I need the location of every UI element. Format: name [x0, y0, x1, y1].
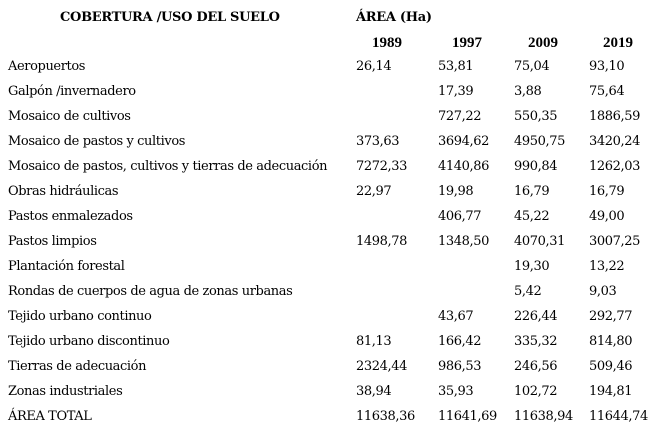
cell-2019: 93,10: [589, 59, 625, 74]
cell-1997: 727,22: [438, 109, 482, 124]
cell-1989: 38,94: [356, 384, 392, 399]
cell-1997: 43,67: [438, 309, 474, 324]
cell-1989: 11638,36: [356, 409, 415, 424]
cell-1989: 26,14: [356, 59, 392, 74]
cell-2009: 4950,75: [514, 134, 565, 149]
cell-1997: 19,98: [438, 184, 474, 199]
row-label: Zonas industriales: [8, 384, 123, 399]
row-label: Pastos enmalezados: [8, 209, 133, 224]
row-label: Mosaico de pastos, cultivos y tierras de…: [8, 159, 328, 174]
cell-2019: 509,46: [589, 359, 633, 374]
cell-2019: 3420,24: [589, 134, 640, 149]
cell-1997: 1348,50: [438, 234, 489, 249]
column-header-category: COBERTURA /USO DEL SUELO: [60, 10, 280, 25]
cell-2009: 3,88: [514, 84, 542, 99]
table-row: Mosaico de pastos y cultivos 373,63 3694,6…: [0, 134, 663, 159]
row-label: Pastos limpios: [8, 234, 97, 249]
cell-1997: 35,93: [438, 384, 474, 399]
row-label: Galpón /invernadero: [8, 84, 136, 99]
cell-1989: 1498,78: [356, 234, 407, 249]
cell-1989: 2324,44: [356, 359, 407, 374]
year-header-2019: 2019: [603, 35, 633, 51]
cell-2019: 194,81: [589, 384, 633, 399]
cell-2009: 11638,94: [514, 409, 573, 424]
cell-2009: 16,79: [514, 184, 550, 199]
cell-2019: 16,79: [589, 184, 625, 199]
row-label: ÁREA TOTAL: [8, 409, 92, 424]
cell-2009: 75,04: [514, 59, 550, 74]
cell-2009: 45,22: [514, 209, 550, 224]
table-row: Tejido urbano discontinuo 81,13 166,42 335,…: [0, 334, 663, 359]
cell-2009: 102,72: [514, 384, 558, 399]
cell-1989: 81,13: [356, 334, 392, 349]
row-label: Tejido urbano continuo: [8, 309, 152, 324]
table-row: Obras hidráulicas 22,97 19,98 16,79 16,79: [0, 184, 663, 209]
table-row: Zonas industriales 38,94 35,93 102,72 194,81: [0, 384, 663, 409]
cell-1997: 406,77: [438, 209, 482, 224]
cell-1989: 22,97: [356, 184, 392, 199]
cell-2019: 1886,59: [589, 109, 640, 124]
cell-2019: 292,77: [589, 309, 633, 324]
table-row: Mosaico de cultivos 727,22 550,35 1886,59: [0, 109, 663, 134]
table-row: Mosaico de pastos, cultivos y tierras de…: [0, 159, 663, 184]
cell-1997: 3694,62: [438, 134, 489, 149]
cell-1997: 4140,86: [438, 159, 489, 174]
cell-2019: 814,80: [589, 334, 633, 349]
table-row: Pastos enmalezados 406,77 45,22 49,00: [0, 209, 663, 234]
row-label: Aeropuertos: [8, 59, 86, 74]
table-row: Tejido urbano continuo 43,67 226,44 292,77: [0, 309, 663, 334]
cell-2009: 246,56: [514, 359, 558, 374]
column-header-area: ÁREA (Ha): [356, 10, 432, 25]
row-label: Mosaico de cultivos: [8, 109, 131, 124]
row-label: Tejido urbano discontinuo: [8, 334, 170, 349]
table-row: Plantación forestal 19,30 13,22: [0, 259, 663, 284]
cell-2019: 3007,25: [589, 234, 640, 249]
cell-1997: 53,81: [438, 59, 474, 74]
row-label: Tierras de adecuación: [8, 359, 147, 374]
row-label: Plantación forestal: [8, 259, 125, 274]
total-row: ÁREA TOTAL 11638,36 11641,69 11638,94 11644,…: [0, 409, 663, 434]
cell-2019: 1262,03: [589, 159, 640, 174]
cell-2019: 49,00: [589, 209, 625, 224]
year-header-1997: 1997: [452, 35, 482, 51]
table-row: Rondas de cuerpos de agua de zonas urban…: [0, 284, 663, 309]
cell-2019: 9,03: [589, 284, 617, 299]
cell-1997: 17,39: [438, 84, 474, 99]
cell-2019: 11644,74: [589, 409, 648, 424]
row-label: Obras hidráulicas: [8, 184, 119, 199]
table-row: Tierras de adecuación 2324,44 986,53 246,56…: [0, 359, 663, 384]
cell-2009: 5,42: [514, 284, 542, 299]
year-header-1989: 1989: [372, 35, 402, 51]
cell-1989: 7272,33: [356, 159, 407, 174]
cell-1997: 11641,69: [438, 409, 497, 424]
cell-2009: 335,32: [514, 334, 558, 349]
cell-2009: 226,44: [514, 309, 558, 324]
table-row: Galpón /invernadero 17,39 3,88 75,64: [0, 84, 663, 109]
cell-2009: 4070,31: [514, 234, 565, 249]
table-row: Pastos limpios 1498,78 1348,50 4070,31 3007,…: [0, 234, 663, 259]
cell-1989: 373,63: [356, 134, 400, 149]
cell-2019: 75,64: [589, 84, 625, 99]
row-label: Rondas de cuerpos de agua de zonas urban…: [8, 284, 293, 299]
cell-2009: 990,84: [514, 159, 558, 174]
row-label: Mosaico de pastos y cultivos: [8, 134, 186, 149]
cell-2009: 19,30: [514, 259, 550, 274]
cell-1997: 986,53: [438, 359, 482, 374]
year-header-2009: 2009: [528, 35, 558, 51]
table-row: Aeropuertos 26,14 53,81 75,04 93,10: [0, 59, 663, 84]
cell-2009: 550,35: [514, 109, 558, 124]
cell-2019: 13,22: [589, 259, 625, 274]
cell-1997: 166,42: [438, 334, 482, 349]
